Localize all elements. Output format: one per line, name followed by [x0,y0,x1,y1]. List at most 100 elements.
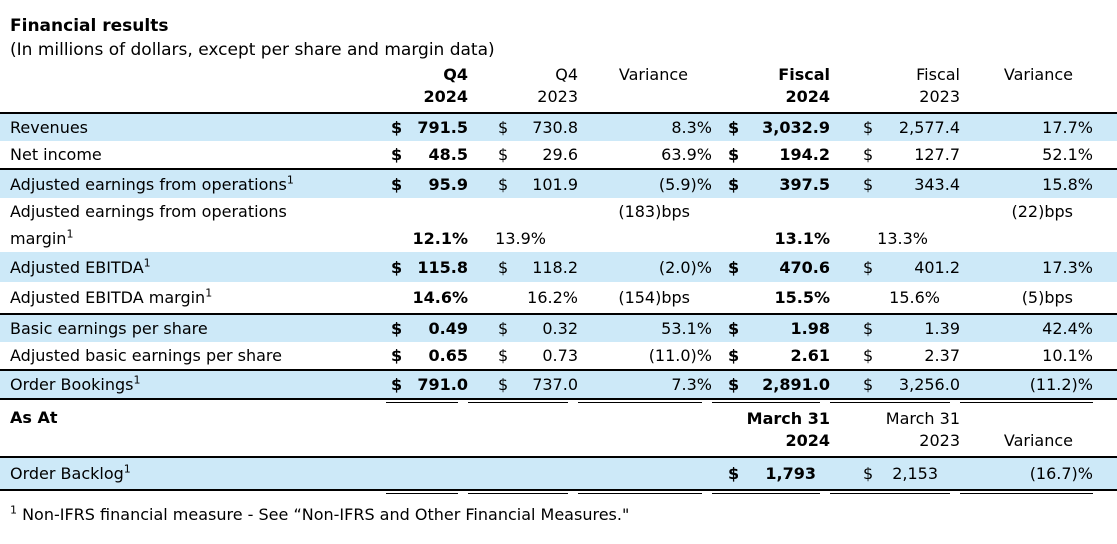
table-row-basic-eps: Basic earnings per share $0.49 $0.32 53.… [0,315,1117,342]
header-variance-fiscal: Variance [1003,65,1073,84]
section-rule [0,313,1117,315]
row-label: Revenues [10,118,89,137]
row-label-line2: margin1 [10,227,74,248]
q4-2024-margin: 14.6% [412,288,468,307]
q4-2023-value: $0.32 [498,319,578,338]
table-row-revenues: Revenues $791.5 $730.8 8.3% $3,032.9 $2,… [0,114,1117,141]
footnote-ref: 1 [286,173,294,187]
q4-2024-value: $95.9 [391,174,468,194]
q4-2023-value: $0.73 [498,346,578,365]
row-label: Order Backlog1 [10,462,131,483]
variance-q4: 7.3% [671,375,712,394]
row-label: Adjusted earnings from operations1 [10,173,294,194]
table-header-row: Q4 2024 Q4 2023 Variance Fiscal 2024 Fis… [0,64,1117,112]
q4-2024-value: $791.0 [391,375,468,394]
variance-fiscal-bps: (5)bps [1021,288,1073,307]
table-row-adjusted-basic-eps: Adjusted basic earnings per share $0.65 … [0,342,1117,369]
variance-q4: (11.0)% [648,346,712,365]
table-row-order-backlog: Order Backlog1 $1,793 $2,153 (16.7)% [0,457,1117,489]
row-label: Basic earnings per share [10,319,208,338]
q4-2023-margin: 13.9% [495,229,546,248]
q4-2023-value: $730.8 [498,118,578,137]
double-rule-top [0,398,1117,400]
variance-q4: 8.3% [671,118,712,137]
fiscal-2023-value: $343.4 [863,174,960,194]
table-row-order-bookings: Order Bookings1 $791.0 $737.0 7.3% $2,89… [0,371,1117,398]
footnote-text: Non-IFRS financial measure - See “Non-IF… [17,504,630,524]
variance-fiscal: 52.1% [1042,145,1093,164]
fiscal-2023-margin: 15.6% [889,288,940,307]
header-rule [0,112,1117,114]
footnote-marker: 1 [10,503,17,517]
variance-fiscal: 15.8% [1042,174,1093,194]
footnote-ref: 1 [123,462,131,476]
header-q4-2024: Q4 2024 [423,65,468,106]
q4-2024-value: $0.65 [391,346,468,365]
q4-2024-margin: 12.1% [412,229,468,248]
fiscal-2023-value: $3,256.0 [863,375,960,394]
row-label: Adjusted EBITDA1 [10,256,151,277]
fiscal-2023-margin: 13.3% [877,229,928,248]
row-label: Adjusted basic earnings per share [10,346,282,365]
variance-q4-bps: (183)bps [618,202,690,221]
fiscal-2023-value: $2.37 [863,346,960,365]
variance-q4: (5.9)% [658,174,712,194]
fiscal-2023-value: $127.7 [863,145,960,164]
double-rule-segments [0,402,1117,403]
backlog-2023-value: $2,153 [863,463,938,483]
margin-row-line2: margin1 12.1% 13.9% 13.1% 13.3% [0,225,1117,252]
variance-q4-bps: (154)bps [618,288,690,307]
section-rule [0,369,1117,371]
header-variance-q4: Variance [618,65,688,84]
as-at-header-row: As At March 31 2024 March 31 2023 Varian… [0,404,1117,456]
page-subtitle: (In millions of dollars, except per shar… [10,40,495,60]
variance-fiscal-bps: (22)bps [1011,202,1074,221]
fiscal-2023-value: $401.2 [863,257,960,277]
q4-2023-value: $118.2 [498,257,578,277]
footnote-ref: 1 [133,373,141,387]
table-row-adjusted-ebitda-margin: Adjusted EBITDA margin1 14.6% 16.2% (154… [0,282,1117,313]
as-at-rule [0,456,1117,458]
table-row-adjusted-earnings-margin: Adjusted earnings from operations (183)b… [0,198,1117,252]
footnote: 1 Non-IFRS financial measure - See “Non-… [0,503,1117,527]
footnote-ref: 1 [66,227,74,241]
page-title: Financial results [10,16,169,36]
footnote-ref: 1 [205,286,213,300]
footnote-ref: 1 [143,256,151,270]
fiscal-2024-value: $2,891.0 [728,375,830,394]
q4-2023-value: $29.6 [498,145,578,164]
q4-2024-value: $791.5 [391,118,468,137]
section-rule [0,168,1117,170]
row-label: Order Bookings1 [10,373,141,394]
double-rule-top [0,488,1117,491]
variance-fiscal: (11.2)% [1029,375,1093,394]
q4-2023-value: $101.9 [498,174,578,194]
double-rule-segments [0,492,1117,494]
as-at-date-2023: March 31 2023 [885,409,960,450]
row-label-line1: Adjusted earnings from operations [10,202,287,221]
as-at-variance-header: Variance [1003,431,1073,450]
fiscal-2024-value: $2.61 [728,346,830,365]
q4-2024-value: $0.49 [391,319,468,338]
header-q4-2023: Q4 2023 [537,65,578,106]
variance-q4: 63.9% [661,145,712,164]
header-fiscal-2024: Fiscal 2024 [778,65,830,106]
row-label: Net income [10,145,102,164]
header-fiscal-2023: Fiscal 2023 [916,65,960,106]
margin-row-line1: Adjusted earnings from operations (183)b… [0,198,1117,225]
fiscal-2024-margin: 13.1% [774,229,830,248]
table-row-adjusted-earnings: Adjusted earnings from operations1 $95.9… [0,170,1117,198]
q4-2023-margin: 16.2% [527,288,578,307]
fiscal-2023-value: $2,577.4 [863,118,960,137]
table-row-net-income: Net income $48.5 $29.6 63.9% $194.2 $127… [0,141,1117,168]
fiscal-2024-margin: 15.5% [774,288,830,307]
as-at-date-2024: March 31 2024 [746,409,830,450]
backlog-variance: (16.7)% [1029,463,1093,483]
q4-2024-value: $48.5 [391,145,468,164]
fiscal-2024-value: $397.5 [728,174,830,194]
as-at-label: As At [10,408,58,427]
variance-fiscal: 10.1% [1042,346,1093,365]
fiscal-2024-value: $3,032.9 [728,118,830,137]
q4-2023-value: $737.0 [498,375,578,394]
